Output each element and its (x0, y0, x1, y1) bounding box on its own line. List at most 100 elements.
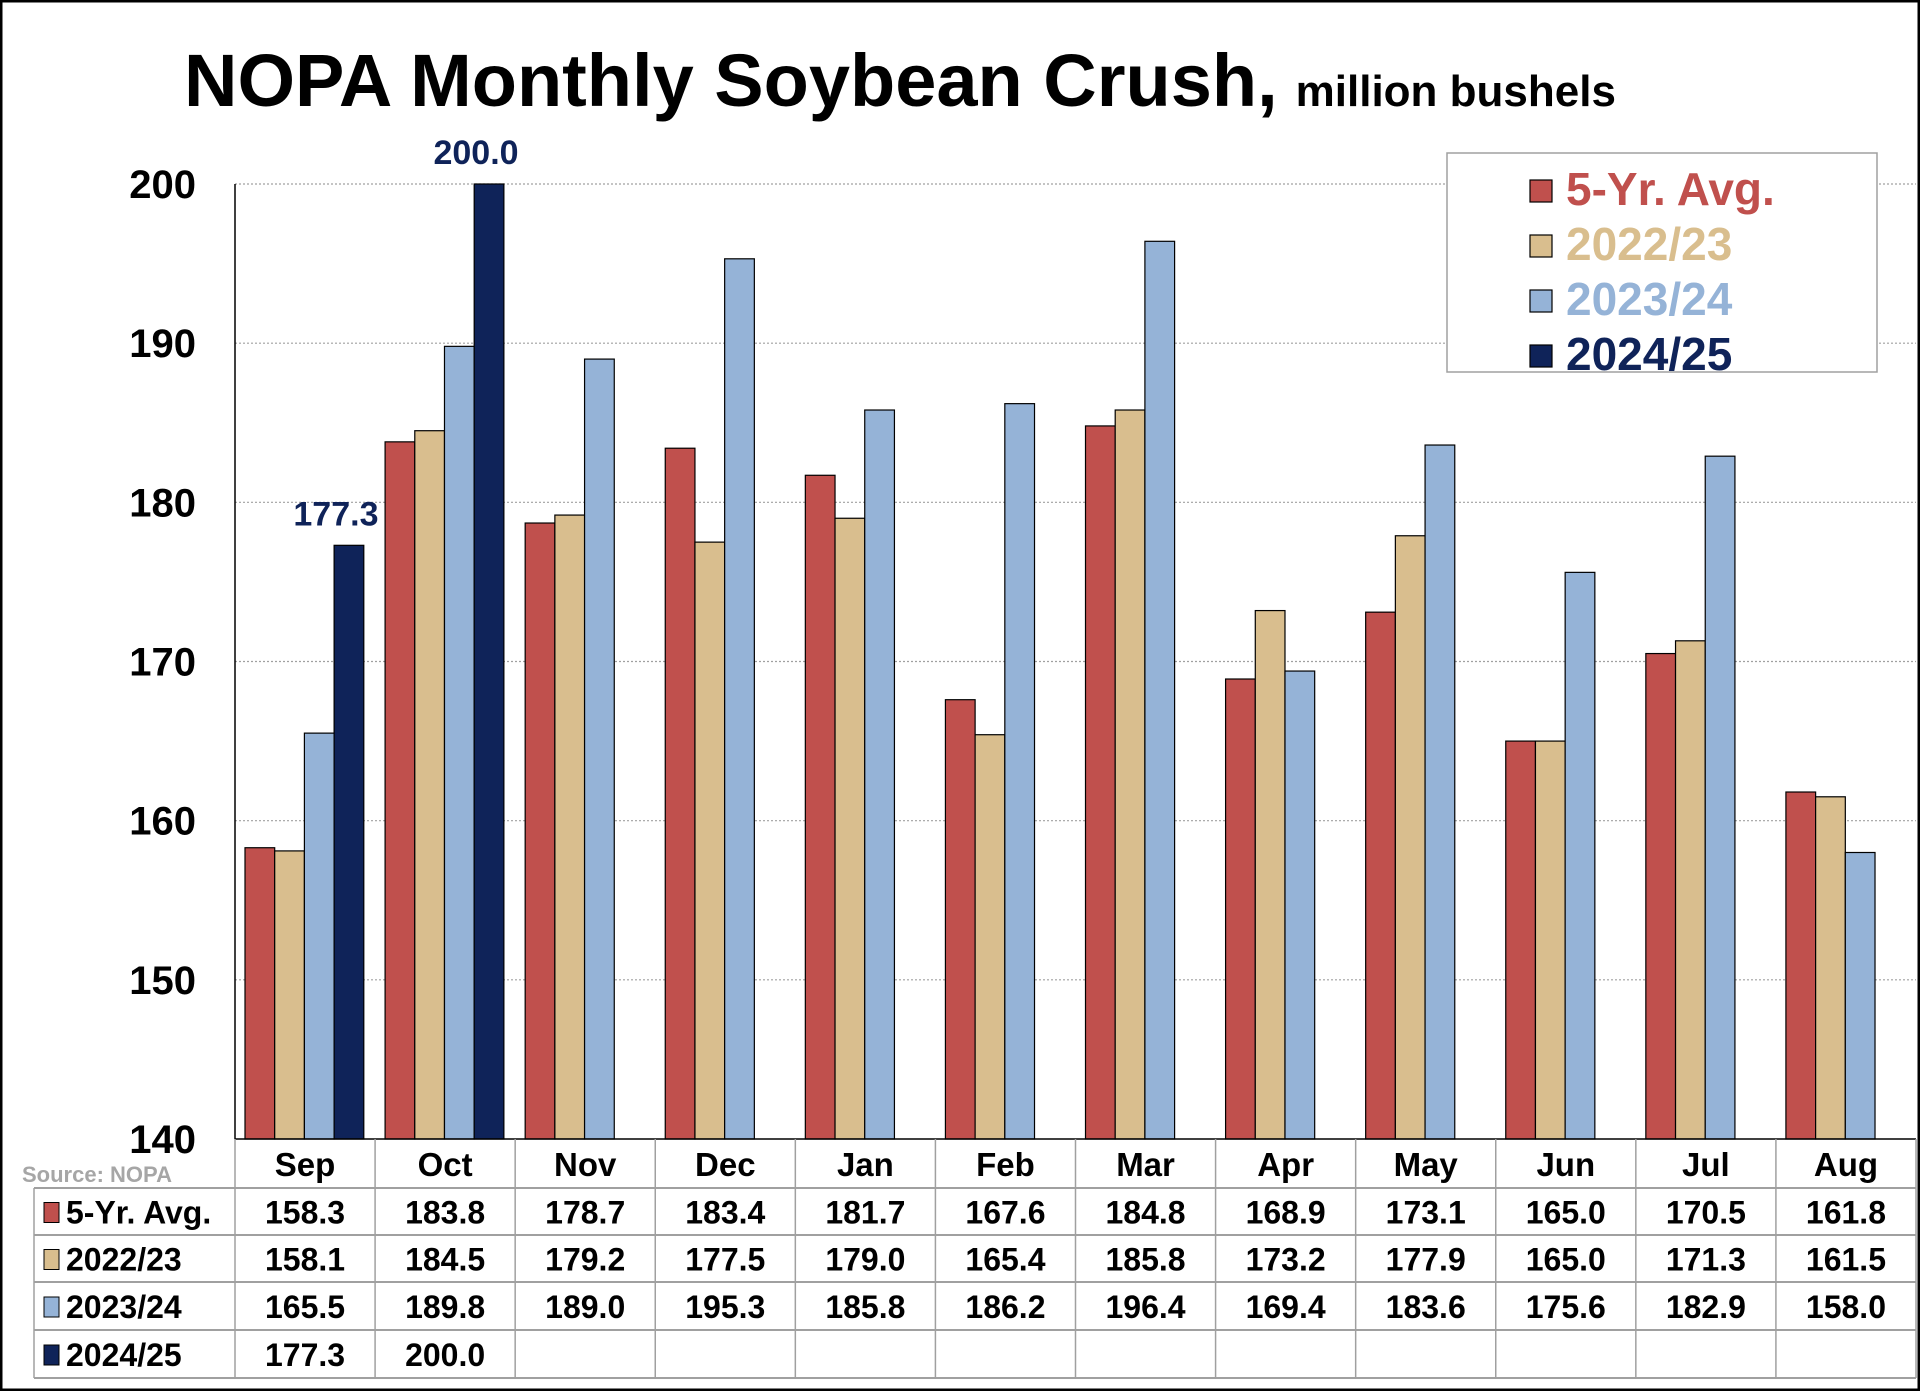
legend-box (1446, 152, 1878, 373)
x-tick-label: Apr (1257, 1146, 1314, 1183)
table-row-swatch (43, 1296, 60, 1318)
x-tick-label: Feb (976, 1146, 1035, 1183)
table-cell: 171.3 (1666, 1242, 1746, 1278)
x-tick-label: Sep (275, 1146, 336, 1183)
table-cell: 184.8 (1106, 1195, 1186, 1231)
legend-entry: 2024/25 (1566, 328, 1732, 380)
table-cell: 165.0 (1526, 1195, 1606, 1231)
table-row-swatch (43, 1249, 60, 1270)
bar-sep-2 (303, 732, 335, 1140)
bar-aug-2 (1844, 851, 1876, 1140)
bar-dec-1 (694, 541, 726, 1140)
table-cell: 195.3 (685, 1289, 765, 1325)
x-tick-label: May (1394, 1146, 1459, 1183)
table-cell: 183.8 (405, 1195, 485, 1231)
legend-entry: 2023/24 (1566, 273, 1733, 325)
bar-jan-2 (864, 409, 896, 1140)
bar-jul-0 (1645, 652, 1677, 1140)
table-cell: 177.3 (265, 1337, 345, 1373)
table-row-swatch (43, 1344, 60, 1366)
bar-jul-1 (1674, 640, 1706, 1140)
table-cell: 169.4 (1246, 1289, 1326, 1325)
table-cell: 196.4 (1106, 1289, 1186, 1325)
table-cell: 177.5 (685, 1242, 765, 1278)
table-row-label: 2022/23 (66, 1242, 182, 1278)
bar-apr-2 (1284, 670, 1316, 1140)
y-tick-label: 180 (129, 481, 196, 525)
table-cell: 183.4 (685, 1195, 765, 1231)
legend-swatch (1529, 234, 1553, 258)
x-tick-label: Dec (695, 1146, 756, 1183)
bar-feb-0 (944, 699, 976, 1140)
chart-title-main: NOPA Monthly Soybean Crush, (184, 39, 1278, 122)
x-tick-label: Oct (418, 1146, 473, 1183)
bar-sep-0 (244, 847, 276, 1140)
table-cell: 181.7 (825, 1195, 905, 1231)
legend-entry: 2022/23 (1566, 218, 1732, 270)
data-label: 200.0 (433, 134, 518, 172)
bar-mar-1 (1114, 409, 1146, 1140)
bar-jun-1 (1534, 740, 1566, 1140)
table-cell: 189.8 (405, 1289, 485, 1325)
bar-oct-3 (473, 183, 505, 1140)
x-tick-label: Jun (1536, 1146, 1595, 1183)
source-note: Source: NOPA (22, 1162, 172, 1187)
bars (244, 183, 1876, 1140)
table-cell: 158.1 (265, 1242, 345, 1278)
table-cell: 186.2 (965, 1289, 1045, 1325)
bar-aug-1 (1815, 796, 1846, 1140)
table-cell: 158.3 (265, 1195, 345, 1231)
table-cell: 165.4 (965, 1242, 1045, 1278)
bar-jun-0 (1505, 740, 1537, 1140)
legend-swatch (1529, 289, 1553, 313)
table-cell: 168.9 (1246, 1195, 1326, 1231)
y-tick-label: 150 (129, 959, 196, 1003)
y-tick-label: 140 (129, 1118, 196, 1162)
legend-swatch (1529, 344, 1553, 368)
bar-mar-2 (1144, 240, 1176, 1140)
x-tick-label: Jul (1682, 1146, 1730, 1183)
bar-may-0 (1365, 611, 1396, 1140)
table-cell: 173.1 (1386, 1195, 1466, 1231)
bar-feb-1 (974, 734, 1006, 1140)
bar-dec-2 (724, 258, 755, 1140)
chart-subtitle: million bushels (1296, 67, 1616, 116)
table-cell: 165.5 (265, 1289, 345, 1325)
bar-dec-0 (664, 447, 696, 1140)
bar-may-2 (1424, 444, 1456, 1140)
table-cell: 177.9 (1386, 1242, 1466, 1278)
bar-nov-1 (554, 514, 586, 1140)
bar-oct-2 (443, 345, 475, 1140)
table-cell: 173.2 (1246, 1242, 1326, 1278)
table-cell: 158.0 (1806, 1289, 1886, 1325)
y-tick-label: 190 (129, 322, 196, 366)
bar-jun-2 (1564, 571, 1596, 1140)
bar-nov-0 (524, 522, 556, 1140)
bar-apr-0 (1224, 678, 1256, 1140)
table-cell: 161.8 (1806, 1195, 1886, 1231)
table-cell: 179.0 (825, 1242, 905, 1278)
bar-sep-1 (274, 850, 306, 1140)
bar-jan-1 (834, 517, 866, 1140)
bar-oct-1 (414, 430, 446, 1140)
table-row-swatch (43, 1202, 60, 1223)
data-label: 177.3 (293, 495, 378, 533)
chart-title: NOPA Monthly Soybean Crush, million bushe… (184, 39, 1616, 122)
table-cell: 184.5 (405, 1242, 485, 1278)
legend-swatch (1529, 179, 1553, 203)
y-tick-label: 200 (129, 163, 196, 207)
table-cell: 161.5 (1806, 1242, 1886, 1278)
table-cell: 189.0 (545, 1289, 625, 1325)
bar-nov-2 (583, 358, 615, 1140)
y-tick-label: 160 (129, 800, 196, 844)
table-cell: 175.6 (1526, 1289, 1606, 1325)
y-axis: 140 150 160 170 180 190 200 (129, 163, 236, 1162)
bar-jan-0 (804, 474, 836, 1140)
table-cell: 170.5 (1666, 1195, 1746, 1231)
data-labels: 177.3 200.0 (293, 134, 518, 533)
bar-aug-0 (1785, 791, 1817, 1140)
table-cell: 165.0 (1526, 1242, 1606, 1278)
bar-oct-0 (384, 441, 416, 1140)
